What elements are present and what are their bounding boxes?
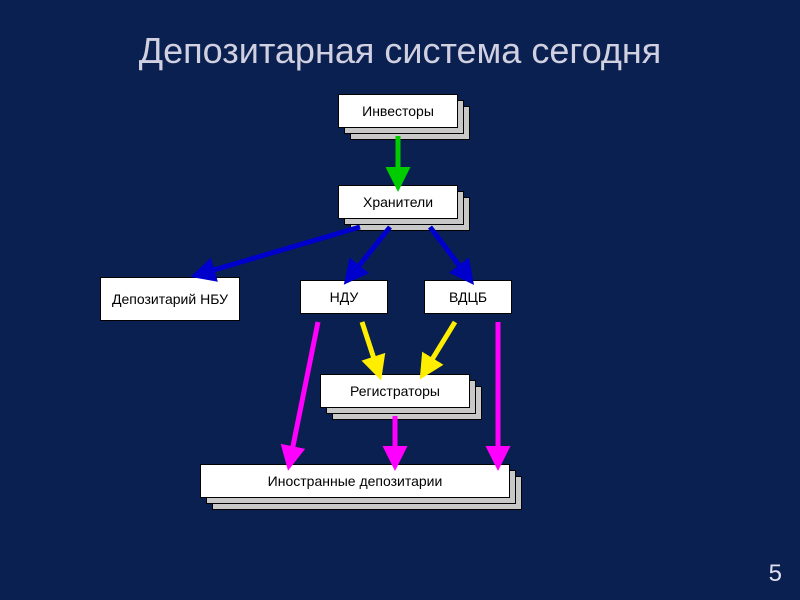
slide-title: Депозитарная система сегодня [0,0,800,72]
node-label-nbu: Депозитарий НБУ [100,277,240,321]
node-custodians: Хранители [338,185,470,231]
edge-ndu-to-registrars [362,322,378,371]
edge-vdcb-to-registrars [425,322,455,371]
edge-custodians-to-nbu [200,227,360,274]
edge-custodians-to-vdcb [430,227,468,277]
node-label-ndu: НДУ [300,280,388,314]
node-label-foreign: Иностранные депозитарии [200,464,510,498]
page-number: 5 [769,560,782,588]
node-foreign: Иностранные депозитарии [200,464,522,510]
node-nbu: Депозитарий НБУ [100,277,240,321]
node-label-registrars: Регистраторы [320,374,470,408]
node-vdcb: ВДЦБ [424,280,512,314]
node-investors: Инвесторы [338,94,470,140]
node-registrars: Регистраторы [320,374,482,420]
edge-custodians-to-ndu [350,227,390,277]
flowchart-diagram: Инвесторы Хранители Депозитарий НБУ НДУ ВДЦБ… [0,72,800,572]
node-label-investors: Инвесторы [338,94,458,128]
node-label-custodians: Хранители [338,185,458,219]
edge-ndu-to-foreign [290,322,318,461]
node-ndu: НДУ [300,280,388,314]
node-label-vdcb: ВДЦБ [424,280,512,314]
